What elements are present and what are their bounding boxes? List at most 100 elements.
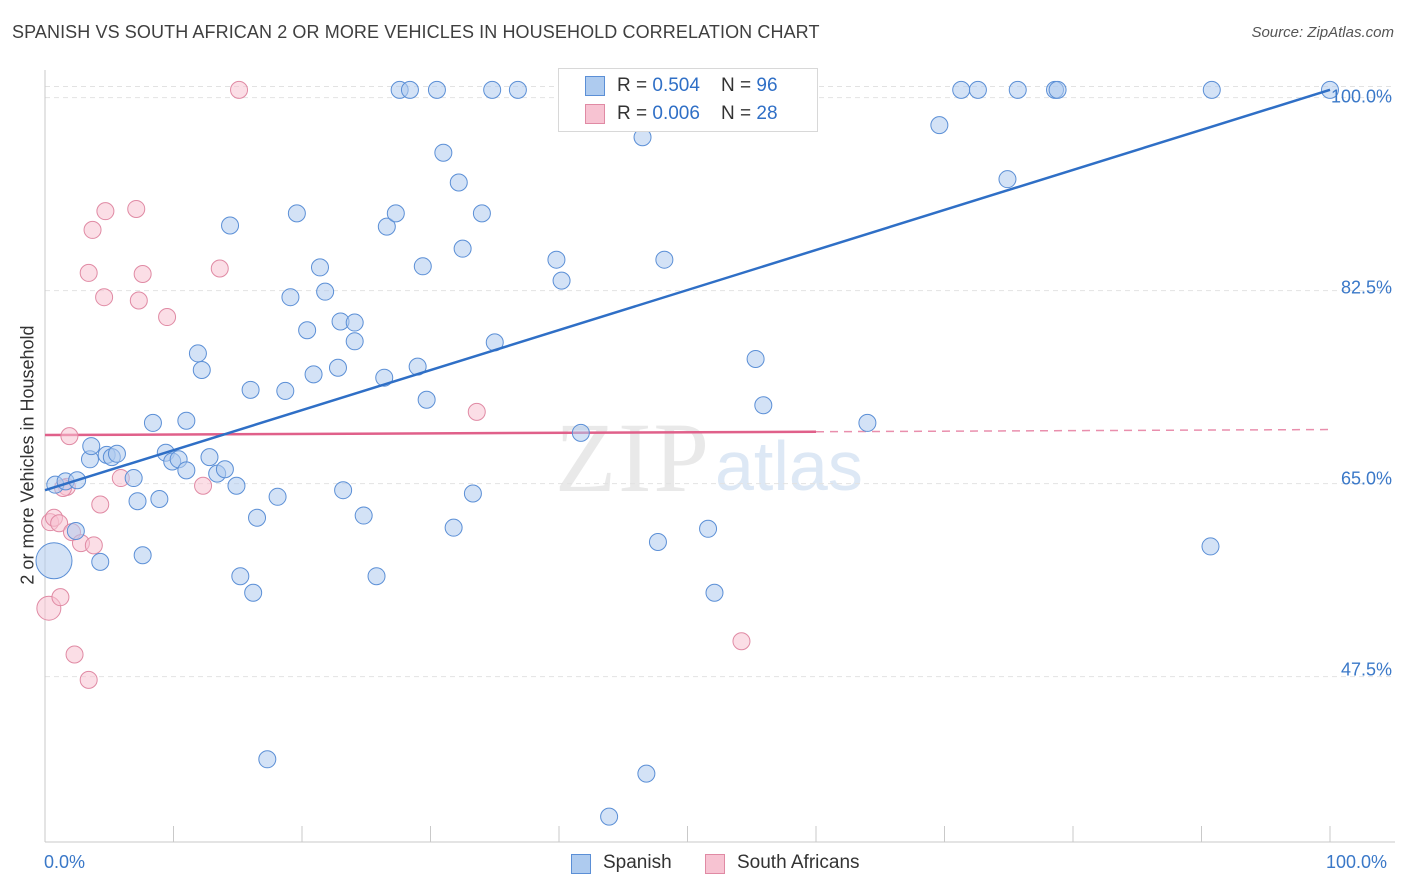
data-point [231, 567, 250, 586]
data-point [143, 413, 162, 432]
data-point [367, 567, 386, 586]
spanish-swatch [585, 76, 605, 96]
data-point [705, 583, 724, 602]
data-point [1202, 80, 1221, 99]
n-label: N = [721, 103, 757, 124]
south-africans-trend-line [44, 430, 817, 437]
south-africans-trend [44, 428, 1331, 437]
data-point [128, 492, 147, 511]
data-point [215, 460, 234, 479]
data-point [241, 380, 260, 399]
watermark-zip: ZIP [555, 402, 711, 513]
data-point [354, 506, 373, 525]
data-point [258, 750, 277, 769]
axes [44, 70, 1395, 843]
data-point [930, 116, 949, 135]
data-point [192, 360, 211, 379]
y-axis-label: 2 or more Vehicles in Household [17, 325, 38, 585]
data-point [129, 291, 148, 310]
data-point [413, 257, 432, 276]
data-point [248, 508, 267, 527]
data-point [467, 402, 486, 421]
x-tick-label: 0.0% [44, 852, 86, 872]
data-point [386, 204, 405, 223]
data-point [508, 80, 527, 99]
data-point [334, 481, 353, 500]
chart-title: SPANISH VS SOUTH AFRICAN 2 OR MORE VEHIC… [12, 22, 820, 42]
data-point [50, 514, 69, 533]
data-point [210, 259, 229, 278]
data-point [281, 288, 300, 307]
r-label: R = [617, 75, 653, 96]
data-point [177, 411, 196, 430]
data-point [427, 80, 446, 99]
y-tick-label: 82.5% [1340, 277, 1392, 298]
data-point [746, 349, 765, 368]
data-point [79, 670, 98, 689]
r-value: 0.006 [652, 103, 700, 124]
data-point [107, 444, 126, 463]
data-point [124, 469, 143, 488]
data-point [858, 413, 877, 432]
data-point [449, 173, 468, 192]
spanish-points [35, 80, 1339, 826]
legend-label: Spanish [603, 852, 672, 873]
correlation-legend: R = 0.504 N = 96 R = 0.006 N = 28 [558, 68, 818, 132]
data-point [648, 533, 667, 552]
data-point [95, 288, 114, 307]
data-point [998, 170, 1017, 189]
data-point [60, 427, 79, 446]
data-point [1048, 80, 1067, 99]
data-point [552, 271, 571, 290]
spanish-trend [44, 88, 1331, 492]
data-point [417, 390, 436, 409]
data-point [547, 250, 566, 269]
data-point [96, 202, 115, 221]
data-point [400, 80, 419, 99]
n-value: 96 [756, 75, 778, 96]
data-point [345, 313, 364, 332]
data-point [91, 495, 110, 514]
data-point [637, 764, 656, 783]
y-tick-label: 100.0% [1330, 86, 1392, 107]
data-point [84, 536, 103, 555]
data-point [227, 476, 246, 495]
data-point [472, 204, 491, 223]
data-point [150, 490, 169, 509]
data-point [453, 239, 472, 258]
data-point [133, 265, 152, 284]
data-point [328, 358, 347, 377]
data-point [244, 583, 263, 602]
data-point [345, 332, 364, 351]
south-africans-trend-extension [815, 428, 1331, 433]
n-value: 28 [756, 103, 778, 124]
source-credit: Source: ZipAtlas.com [1251, 24, 1394, 41]
data-point [83, 220, 102, 239]
data-point [571, 423, 590, 442]
south-africans-swatch [705, 854, 725, 874]
data-point [287, 204, 306, 223]
data-point [304, 365, 323, 384]
y-tick-label: 65.0% [1340, 468, 1392, 489]
data-point [127, 199, 146, 218]
data-point [177, 461, 196, 480]
r-label: R = [617, 103, 653, 124]
data-point [221, 216, 240, 235]
r-value: 0.504 [652, 75, 700, 96]
data-point [732, 632, 751, 651]
data-point [316, 282, 335, 301]
data-point [35, 542, 73, 580]
data-point [51, 588, 70, 607]
data-point [91, 552, 110, 571]
south-africans-points [36, 80, 751, 689]
data-point [1008, 80, 1027, 99]
y-tick-label: 47.5% [1340, 659, 1392, 680]
data-point [310, 258, 329, 277]
data-point [66, 521, 85, 540]
spanish-trend-line [44, 88, 1331, 492]
data-point [276, 381, 295, 400]
legend-label: South Africans [737, 852, 860, 873]
data-point [230, 80, 249, 99]
data-point [655, 250, 674, 269]
